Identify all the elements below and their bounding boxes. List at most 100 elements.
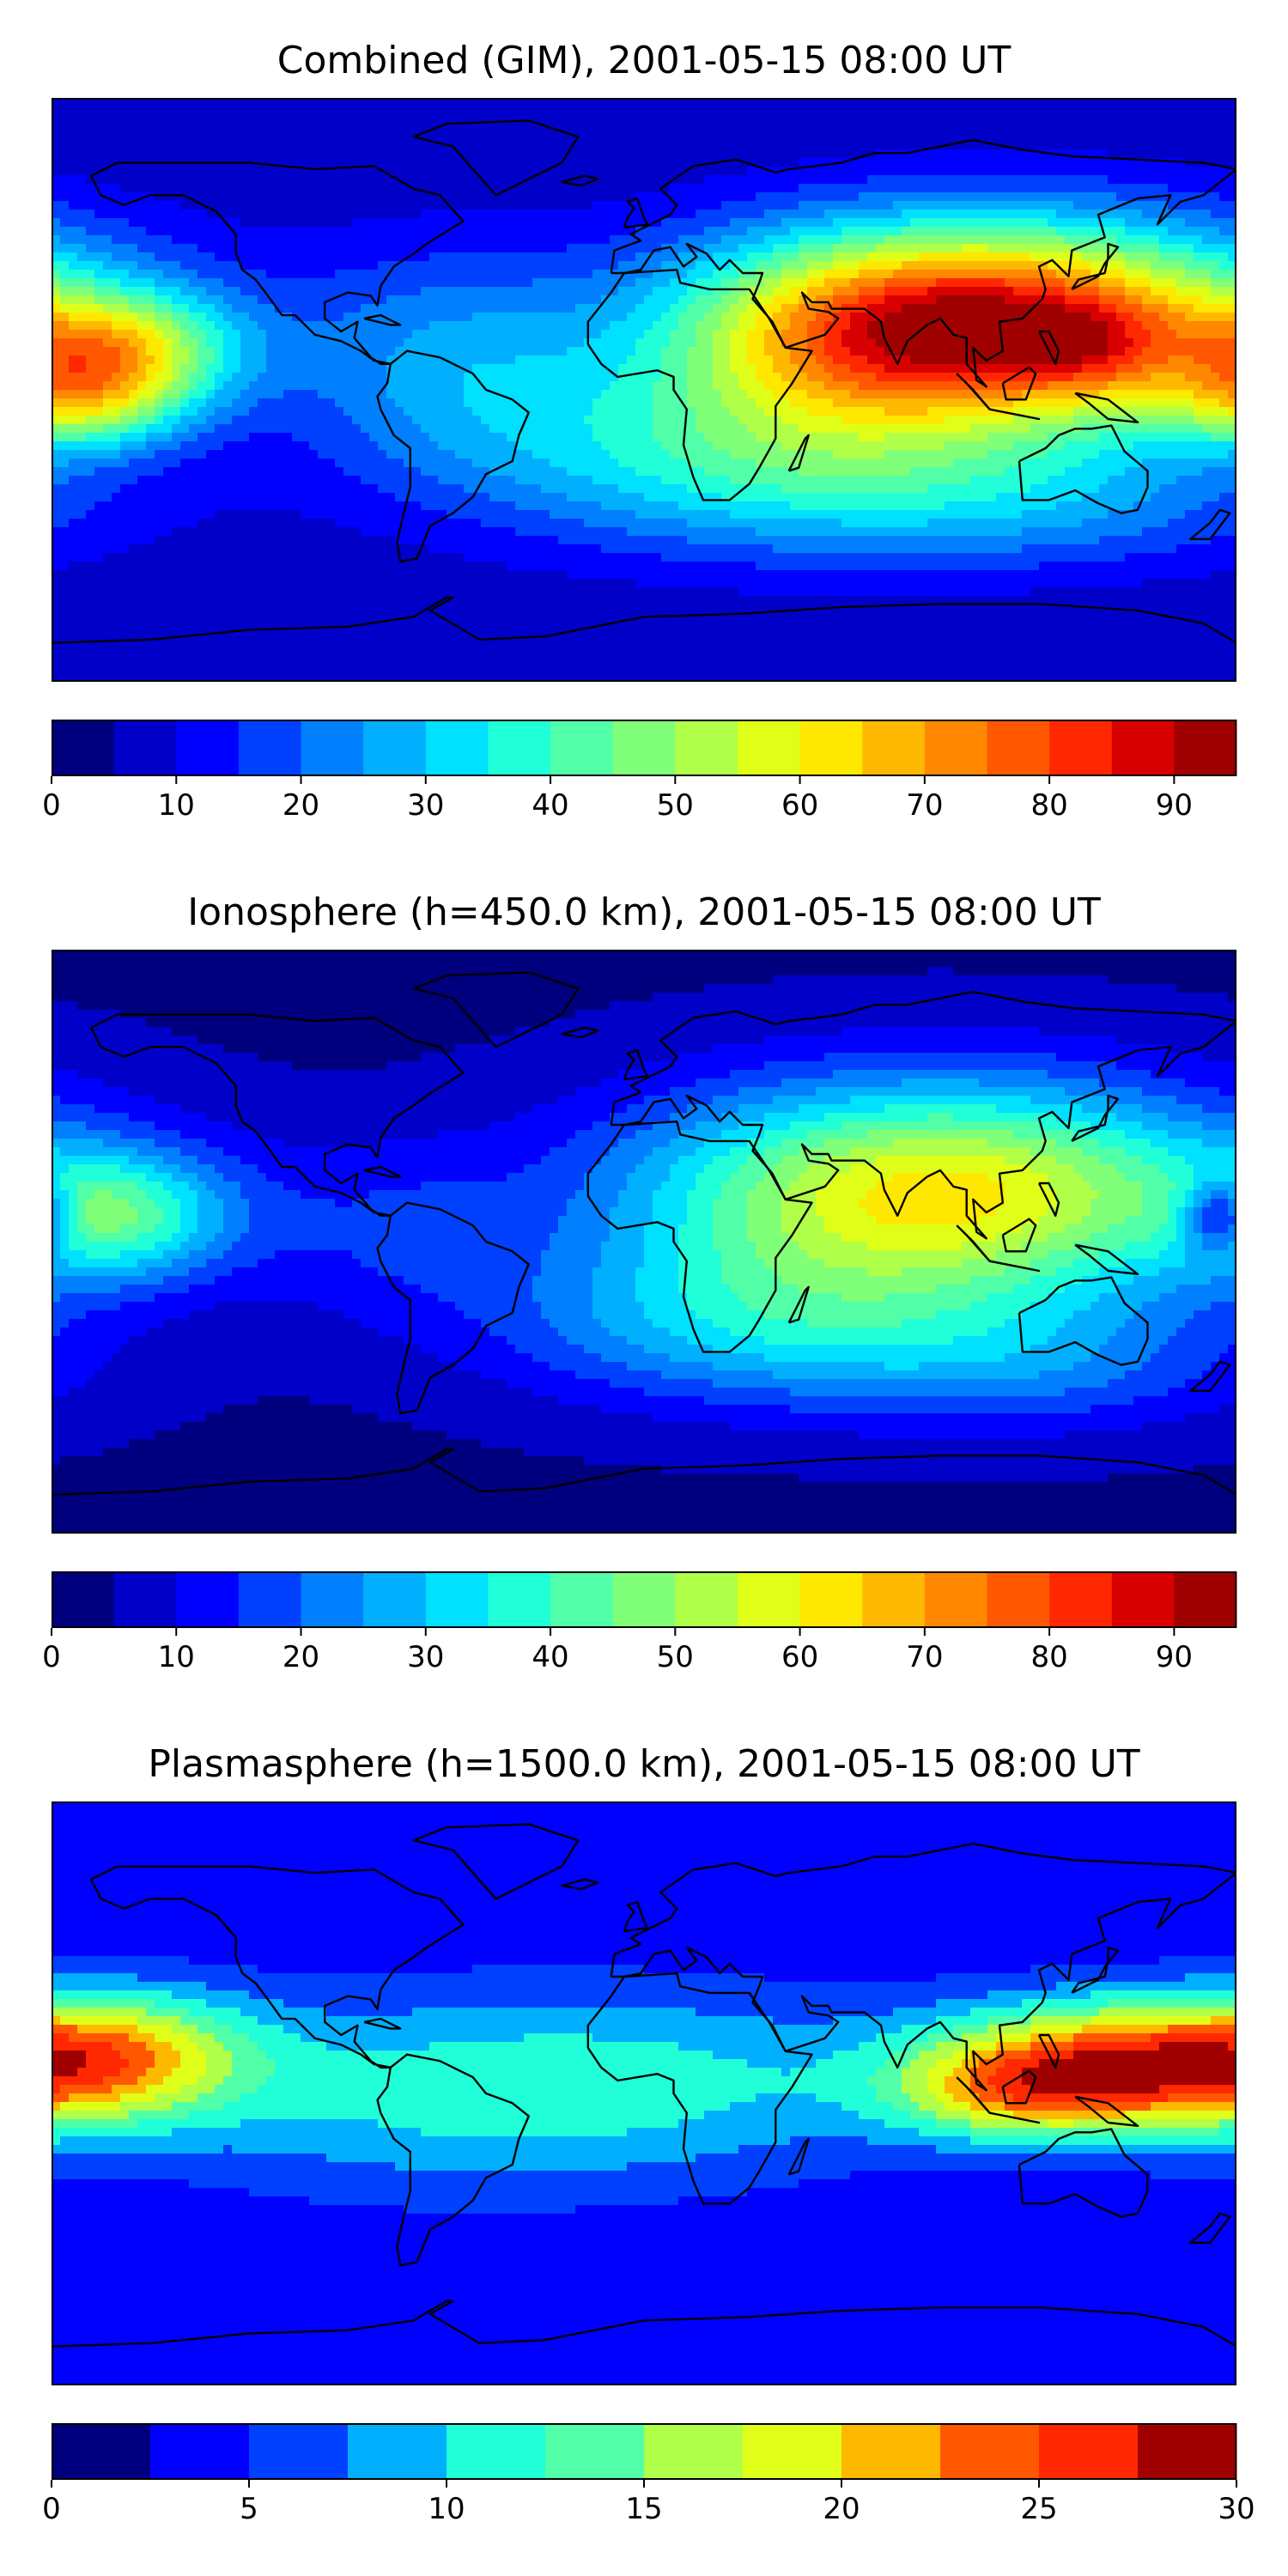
colorbar-segment (924, 1571, 987, 1628)
coastline (561, 1878, 599, 1891)
coastline (1074, 2095, 1139, 2127)
coastline (363, 313, 402, 326)
colorbar-segment (1111, 720, 1175, 776)
colorbar-segment (799, 720, 863, 776)
map-border (52, 1801, 1236, 2385)
coastline (787, 2137, 810, 2176)
coastline (586, 269, 813, 501)
ionosphere-map (52, 950, 1236, 1534)
coastline (561, 174, 599, 187)
colorbar-segment (348, 2423, 447, 2480)
coastline (376, 349, 530, 563)
colorbar-tick-label: 70 (906, 788, 943, 823)
coastline (1001, 366, 1037, 401)
map-border (52, 98, 1236, 682)
coastline (52, 2300, 1236, 2348)
colorbar-segment (987, 1571, 1050, 1628)
coastline (412, 119, 580, 197)
colorbar-segment (238, 1571, 302, 1628)
coastline (623, 197, 648, 229)
colorbar-tick-label: 60 (781, 1640, 818, 1674)
panel-3-title: Plasmasphere (h=1500.0 km), 2001-05-15 0… (0, 1743, 1288, 1786)
colorbar-segment (363, 1571, 427, 1628)
colorbar-tick-label: 90 (1156, 788, 1193, 823)
colorbar-tick-label: 30 (407, 788, 444, 823)
colorbar-segment (841, 2423, 941, 2480)
colorbar-segment (1174, 720, 1237, 776)
colorbar-segment (737, 1571, 801, 1628)
coastline (956, 2076, 991, 2114)
colorbar-tick-label: 10 (158, 788, 195, 823)
coastline (89, 1865, 465, 2069)
coastline (1071, 1946, 1120, 1994)
coastline (363, 2017, 402, 2030)
colorbar-tick-label: 0 (42, 788, 61, 823)
colorbar-tick-label: 10 (158, 1640, 195, 1674)
colorbar-segment (1138, 2423, 1237, 2480)
colorbar-tick-label: 20 (823, 2492, 860, 2526)
colorbar-segment (301, 720, 364, 776)
colorbar-segment (644, 2423, 744, 2480)
colorbar-segment (363, 720, 427, 776)
colorbar-segment (113, 720, 177, 776)
coastline (1189, 508, 1231, 540)
colorbar-tick-label: 50 (657, 1640, 694, 1674)
coastline (610, 1842, 1236, 2092)
colorbar-segment (1174, 1571, 1237, 1628)
panel-2-colorbar (51, 1571, 1237, 1636)
coastline (586, 1121, 813, 1353)
colorbar-segment (1049, 1571, 1113, 1628)
colorbar-segment (176, 720, 240, 776)
colorbar-segment (488, 720, 551, 776)
colorbar-segment (799, 1571, 863, 1628)
colorbar-segment (550, 720, 614, 776)
colorbar-segment (862, 1571, 926, 1628)
coastline (376, 1201, 530, 1415)
colorbar-tick-label: 20 (283, 788, 319, 823)
colorbar-segment (862, 720, 926, 776)
coastline (1189, 1360, 1231, 1392)
panel-1-colorbar-ticks: 0 10 20 30 40 50 60 70 80 90 (42, 788, 1236, 823)
coastline (1071, 242, 1120, 290)
colorbar-segment (743, 2423, 842, 2480)
colorbar-tick-label: 20 (283, 1640, 319, 1674)
colorbar-segment (113, 1571, 177, 1628)
colorbar-segment (52, 720, 115, 776)
colorbar-tick-label: 5 (240, 2492, 258, 2526)
colorbar-tick-label: 0 (42, 2492, 61, 2526)
panel-1-title: Combined (GIM), 2001-05-15 08:00 UT (0, 39, 1288, 82)
colorbar-segment (425, 1571, 489, 1628)
colorbar-tick-label: 60 (781, 788, 818, 823)
coastline (561, 1026, 599, 1039)
colorbar-border (52, 720, 1236, 776)
panel-1-colorbar (51, 720, 1237, 784)
colorbar-tick-label: 30 (407, 1640, 444, 1674)
coastline (989, 408, 1041, 421)
colorbar-segment (1049, 720, 1113, 776)
combined-gim-map (52, 98, 1236, 682)
colorbar-segment (940, 2423, 1040, 2480)
coastline (623, 1900, 648, 1933)
colorbar-tick-label: 40 (532, 788, 568, 823)
colorbar-segment (425, 720, 489, 776)
coastline (1071, 1094, 1120, 1142)
colorbar-tick-label: 15 (625, 2492, 662, 2526)
coastline (1189, 2212, 1231, 2244)
colorbar-segment (447, 2423, 546, 2480)
colorbar-segment (545, 2423, 645, 2480)
coastline (623, 1048, 648, 1081)
panel-3-colorbar (51, 2423, 1237, 2488)
coastline (787, 1285, 810, 1324)
colorbar-border (52, 2423, 1236, 2480)
colorbar-segment (52, 1571, 115, 1628)
colorbar-segment (301, 1571, 364, 1628)
colorbar-segment (1111, 1571, 1175, 1628)
panel-3-colorbar-ticks: 0 5 10 15 20 25 30 (42, 2492, 1255, 2526)
colorbar-tick-label: 40 (532, 1640, 568, 1674)
colorbar-tick-label: 80 (1030, 1640, 1067, 1674)
coastline (89, 161, 465, 365)
coastline (412, 971, 580, 1048)
colorbar-tick-label: 25 (1020, 2492, 1057, 2526)
coastline (956, 1224, 991, 1262)
coastline (52, 1448, 1236, 1496)
